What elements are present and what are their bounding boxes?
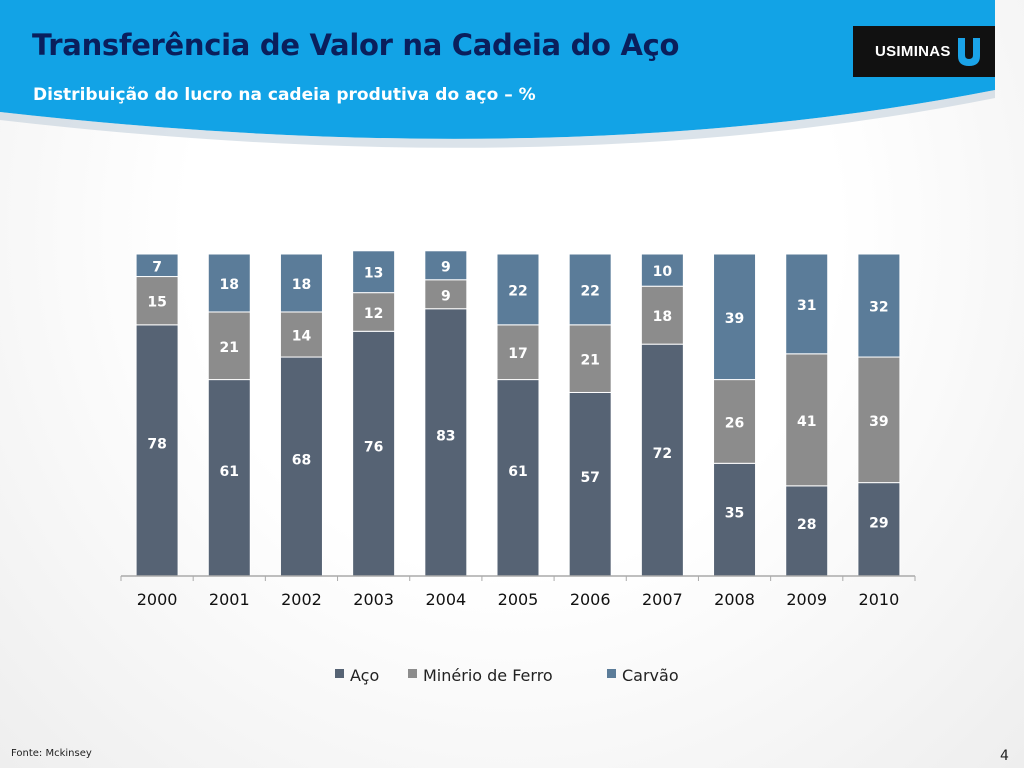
data-label: 76 — [364, 440, 383, 456]
bar-segment — [496, 253, 540, 326]
data-label: 9 — [441, 259, 451, 275]
slide-title: Transferência de Valor na Cadeia do Aço — [32, 28, 680, 62]
bar-segment — [135, 253, 179, 278]
usiminas-logo: USIMINAS — [853, 26, 995, 77]
x-tick-label: 2005 — [498, 590, 539, 609]
data-label: 21 — [220, 340, 239, 356]
page-number: 4 — [1000, 748, 1009, 764]
data-label: 9 — [441, 288, 451, 304]
bar-segment — [785, 353, 829, 487]
bar-segment — [496, 379, 540, 577]
legend-swatch — [607, 669, 616, 678]
stacked-bar-chart: 78 15 7 61 21 18 68 14 18 76 12 13 83 9 9 61 17 22 57 21 22 7… — [120, 250, 916, 685]
data-label: 28 — [797, 517, 816, 533]
data-label: 21 — [580, 353, 599, 369]
data-label: 39 — [869, 414, 888, 430]
legend-label: Minério de Ferro — [423, 666, 553, 685]
bar-segment — [857, 356, 901, 484]
bar-segment — [279, 356, 323, 577]
bar-segment — [857, 253, 901, 358]
bar-segment — [568, 253, 612, 326]
x-tick-label: 2004 — [425, 590, 466, 609]
bar-segment — [713, 253, 757, 381]
x-tick-label: 2001 — [209, 590, 250, 609]
data-label: 57 — [580, 470, 599, 486]
x-tick-label: 2003 — [353, 590, 394, 609]
data-label: 78 — [147, 436, 166, 452]
data-label: 72 — [653, 446, 672, 462]
data-label: 22 — [508, 283, 527, 299]
bar-segment — [640, 253, 684, 287]
legend-swatch — [408, 669, 417, 678]
data-label: 17 — [508, 346, 527, 362]
data-label: 68 — [292, 453, 311, 469]
legend-label: Carvão — [622, 666, 679, 685]
data-label: 39 — [725, 311, 744, 327]
legend-label: Aço — [350, 666, 379, 685]
data-label: 18 — [292, 277, 311, 293]
bar-segment — [352, 250, 396, 294]
bar-segment — [424, 250, 468, 281]
data-label: 18 — [653, 309, 672, 325]
bar-segment — [424, 308, 468, 577]
slide-subtitle: Distribuição do lucro na cadeia produtiv… — [33, 85, 536, 105]
bar-segment — [785, 253, 829, 355]
data-label: 22 — [580, 283, 599, 299]
data-label: 35 — [725, 506, 744, 522]
bar-segment — [568, 324, 612, 393]
x-tick-label: 2002 — [281, 590, 322, 609]
bar-segment — [279, 253, 323, 313]
data-label: 7 — [152, 259, 162, 275]
legend-swatch — [335, 669, 344, 678]
data-label: 31 — [797, 298, 816, 314]
data-label: 29 — [869, 515, 888, 531]
x-tick-label: 2000 — [137, 590, 178, 609]
data-label: 61 — [508, 464, 527, 480]
data-label: 10 — [653, 264, 673, 280]
data-label: 13 — [364, 266, 383, 282]
x-tick-label: 2010 — [859, 590, 900, 609]
data-label: 26 — [725, 415, 744, 431]
bar-segment — [207, 253, 251, 313]
x-tick-label: 2006 — [570, 590, 611, 609]
data-label: 32 — [869, 300, 888, 316]
bar-segment — [640, 343, 684, 577]
data-label: 12 — [364, 306, 383, 322]
data-label: 41 — [797, 414, 816, 430]
data-label: 15 — [147, 295, 166, 311]
bar-segment — [352, 330, 396, 577]
data-label: 61 — [220, 464, 239, 480]
bar-segment — [352, 292, 396, 332]
header-band — [0, 0, 995, 148]
x-tick-label: 2008 — [714, 590, 755, 609]
logo-u-icon — [958, 38, 980, 66]
bar-segment — [496, 324, 540, 381]
bar-segment — [135, 324, 179, 577]
data-label: 83 — [436, 428, 455, 444]
data-label: 14 — [292, 329, 312, 345]
x-tick-label: 2007 — [642, 590, 683, 609]
bar-segment — [207, 311, 251, 381]
bar-segment — [424, 279, 468, 310]
bar-segment — [135, 276, 179, 326]
data-label: 18 — [220, 277, 239, 293]
logo-text: USIMINAS — [875, 43, 951, 60]
bar-segment — [713, 379, 757, 464]
source-note: Fonte: Mckinsey — [11, 748, 92, 759]
x-tick-label: 2009 — [786, 590, 827, 609]
